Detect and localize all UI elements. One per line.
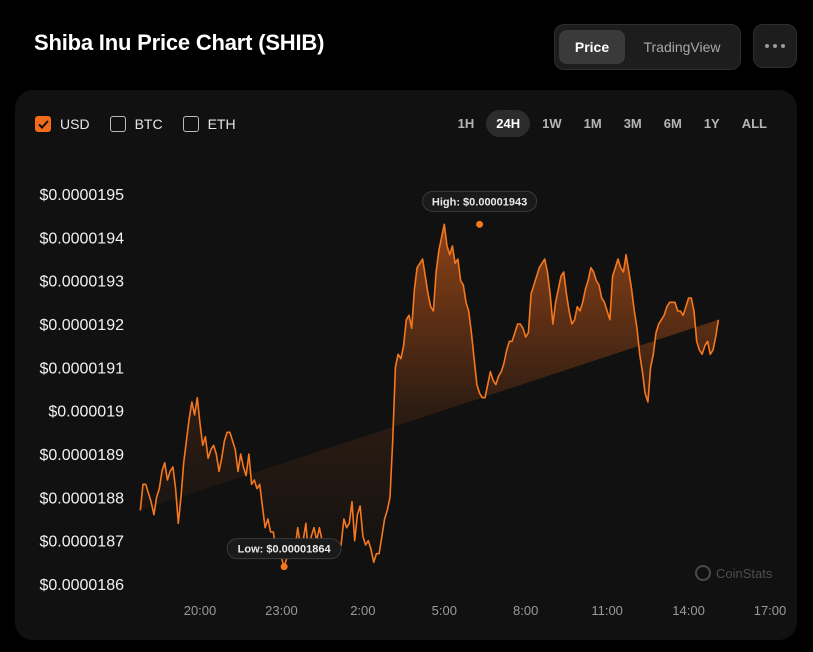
annotations: High: $0.00001943 Low: $0.00001864: [226, 190, 538, 571]
high-marker: [476, 220, 484, 228]
y-tick-label: $0.0000186: [39, 577, 124, 594]
high-label-text: High: $0.00001943: [432, 196, 527, 208]
range-1y[interactable]: 1Y: [703, 116, 720, 131]
price-line: [139, 223, 720, 568]
y-tick-label: $0.0000188: [39, 490, 124, 507]
high-label: High: $0.00001943: [422, 190, 538, 212]
x-tick-label: 20:00: [184, 603, 217, 618]
y-tick-label: $0.0000195: [39, 187, 124, 204]
x-tick-label: 14:00: [672, 603, 705, 618]
y-tick-label: $0.0000187: [39, 534, 124, 551]
tab-tradingview[interactable]: TradingView: [643, 39, 721, 55]
range-1w[interactable]: 1W: [542, 116, 562, 131]
range-3m[interactable]: 3M: [623, 116, 642, 131]
y-tick-label: $0.0000193: [39, 274, 124, 291]
currency-option-eth[interactable]: ETH: [182, 116, 236, 132]
currency-label: BTC: [134, 116, 163, 132]
y-tick-label: $0.0000192: [39, 317, 124, 334]
more-dot: [773, 44, 777, 48]
tab-price[interactable]: Price: [559, 30, 625, 64]
low-label-text: Low: $0.00001864: [238, 544, 332, 556]
y-axis: $0.0000195 $0.0000194 $0.0000193 $0.0000192…: [39, 187, 124, 594]
chart-panel: USD BTC ETH 1H 24H 1W 1M 3M 6M 1Y ALL $0…: [15, 90, 797, 640]
x-tick-label: 23:00: [265, 603, 298, 618]
currency-label: USD: [60, 116, 90, 132]
currency-option-btc[interactable]: BTC: [109, 116, 163, 132]
range-6m[interactable]: 6M: [663, 116, 682, 131]
coinstats-watermark: CoinStats: [695, 565, 773, 581]
label-background: [226, 538, 342, 560]
low-label: Low: $0.00001864: [226, 538, 342, 560]
range-24h[interactable]: 24H: [486, 110, 531, 137]
currency-selector: USD BTC ETH: [35, 116, 256, 132]
price-area: [140, 224, 719, 567]
checkbox-checked-icon[interactable]: [35, 116, 51, 132]
y-tick-label: $0.000019: [48, 404, 124, 421]
x-tick-label: 11:00: [591, 603, 623, 618]
price-chart[interactable]: $0.0000195$0.0000194$0.0000193$0.0000192…: [15, 90, 797, 640]
x-axis: 20:00 23:00 2:00 5:00 8:00 11:00 14:00 17:00: [184, 603, 787, 618]
x-tick-label: 5:00: [432, 603, 457, 618]
time-range-selector: 1H 24H 1W 1M 3M 6M 1Y ALL: [446, 110, 777, 137]
y-tick-label: $0.0000189: [39, 447, 124, 464]
y-tick-label: $0.0000194: [39, 230, 124, 247]
range-1m[interactable]: 1M: [583, 116, 602, 131]
x-tick-label: 2:00: [350, 603, 375, 618]
more-dot: [781, 44, 785, 48]
view-toggle: Price TradingView: [554, 24, 741, 70]
x-tick-label: 17:00: [754, 603, 787, 618]
more-dot: [765, 44, 769, 48]
range-1h[interactable]: 1H: [457, 116, 475, 131]
x-tick-label: 8:00: [513, 603, 538, 618]
page-title: Shiba Inu Price Chart (SHIB): [34, 30, 325, 55]
more-horizontal-icon[interactable]: [753, 24, 797, 68]
currency-option-usd[interactable]: USD: [35, 116, 90, 132]
range-all[interactable]: ALL: [741, 116, 767, 131]
label-background: [422, 190, 538, 212]
coinstats-logo-icon: [695, 565, 711, 581]
currency-label: ETH: [207, 116, 236, 132]
y-tick-label: $0.0000191: [39, 360, 124, 377]
checkbox-icon[interactable]: [109, 116, 126, 132]
watermark-text: CoinStats: [716, 566, 773, 581]
low-marker: [280, 563, 288, 571]
checkbox-icon[interactable]: [182, 116, 199, 132]
